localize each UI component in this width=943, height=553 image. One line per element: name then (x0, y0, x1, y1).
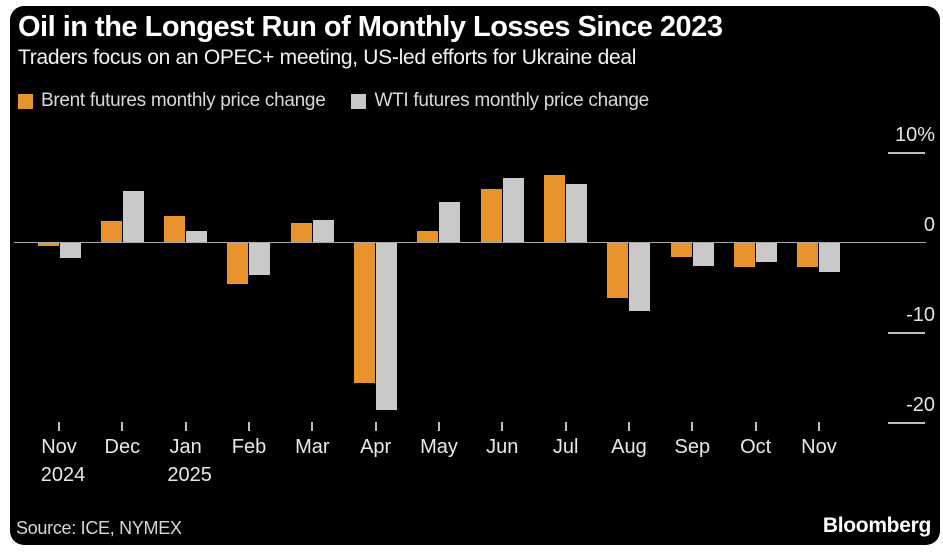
brent-legend-swatch-icon (18, 93, 33, 109)
x-axis-tick-oct-11 (754, 422, 757, 431)
legend: Brent futures monthly price change WTI f… (18, 90, 649, 112)
x-axis-month-label-dec-1: Dec (104, 436, 141, 458)
x-axis-month-label-apr-5: Apr (360, 436, 392, 458)
bar-brent-nov-0 (37, 243, 59, 246)
bar-brent-sep-10 (670, 243, 692, 258)
y-axis-label-0: 0 (923, 214, 935, 236)
bar-brent-mar-4 (290, 223, 312, 242)
x-axis-tick-dec-1 (121, 422, 124, 431)
bar-brent-feb-3 (227, 243, 249, 284)
x-axis-tick-feb-3 (247, 422, 250, 431)
bar-wti-dec-1 (122, 190, 144, 242)
bar-brent-may-6 (417, 231, 439, 242)
bar-brent-jul-8 (544, 175, 566, 242)
bar-brent-nov-12 (797, 243, 819, 268)
x-axis-month-label-sep-10: Sep (674, 436, 711, 458)
bar-wti-apr-5 (376, 243, 398, 411)
x-axis-month-label-jan-2: Jan (169, 436, 202, 458)
y-axis-tick--20 (888, 422, 925, 424)
legend-item-brent: Brent futures monthly price change (18, 90, 326, 112)
x-axis-month-label-jul-8: Jul (552, 436, 579, 458)
x-axis-year-label-2024: 2024 (40, 464, 86, 486)
y-axis-label-10%: 10% (894, 124, 935, 146)
zero-baseline (14, 242, 926, 243)
bar-wti-aug-9 (629, 243, 651, 312)
chart-card: Oil in the Longest Run of Monthly Losses… (10, 6, 940, 545)
y-axis-label--20: -20 (906, 394, 935, 416)
bar-wti-jul-8 (566, 184, 588, 242)
source-note: Source: ICE, NYMEX (16, 518, 182, 538)
bar-wti-may-6 (439, 202, 461, 242)
bar-wti-mar-4 (312, 220, 334, 242)
legend-item-wti: WTI futures monthly price change (351, 90, 649, 112)
bar-wti-oct-11 (756, 243, 778, 262)
bar-wti-jun-7 (502, 178, 524, 242)
x-axis-tick-nov-12 (817, 422, 820, 431)
bar-brent-oct-11 (734, 243, 756, 268)
x-axis-month-label-feb-3: Feb (231, 436, 267, 458)
x-axis-tick-apr-5 (374, 422, 377, 431)
x-axis-month-label-mar-4: Mar (295, 436, 330, 458)
x-axis-tick-jan-2 (184, 422, 187, 431)
chart-title: Oil in the Longest Run of Monthly Losses… (18, 11, 723, 43)
x-axis-tick-sep-10 (691, 422, 694, 431)
chart-subtitle: Traders focus on an OPEC+ meeting, US-le… (18, 46, 637, 69)
wti-legend-swatch-icon (351, 93, 367, 109)
bar-wti-feb-3 (249, 243, 271, 276)
x-axis-year-label-2025: 2025 (167, 464, 212, 486)
x-axis-month-label-nov-0: Nov (41, 436, 77, 458)
y-axis-label--10: -10 (906, 304, 935, 326)
brent-legend-label: Brent futures monthly price change (41, 90, 326, 111)
x-axis-tick-jun-7 (501, 422, 504, 431)
y-axis-tick--10 (888, 332, 925, 334)
x-axis-tick-jul-8 (564, 422, 567, 431)
bar-wti-jan-2 (186, 231, 208, 242)
bar-wti-nov-12 (819, 243, 841, 272)
y-axis-tick-10% (888, 152, 925, 154)
bar-brent-jun-7 (480, 188, 502, 242)
x-axis-month-label-oct-11: Oct (740, 436, 772, 458)
x-axis-tick-nov-0 (58, 422, 60, 431)
bar-wti-sep-10 (692, 243, 714, 266)
x-axis-tick-mar-4 (311, 422, 314, 431)
bar-chart-plot-area: 10% 0 -10 -20 Nov 2024 Dec Jan 2025 Feb Mar Apr May J… (10, 6, 940, 545)
x-axis-month-label-nov-12: Nov (801, 436, 837, 458)
x-axis-month-label-may-6: May (420, 436, 458, 458)
x-axis-tick-aug-9 (627, 422, 630, 431)
bloomberg-logo: Bloomberg (822, 514, 931, 537)
bar-brent-aug-9 (607, 243, 629, 298)
x-axis-month-label-aug-9: Aug (611, 436, 647, 458)
bar-wti-nov-0 (59, 243, 81, 259)
x-axis-tick-may-6 (437, 422, 440, 431)
bar-brent-jan-2 (164, 215, 186, 242)
wti-legend-label: WTI futures monthly price change (374, 90, 649, 111)
bar-brent-dec-1 (100, 221, 122, 242)
bar-brent-apr-5 (354, 243, 376, 383)
x-axis-month-label-jun-7: Jun (486, 436, 519, 458)
